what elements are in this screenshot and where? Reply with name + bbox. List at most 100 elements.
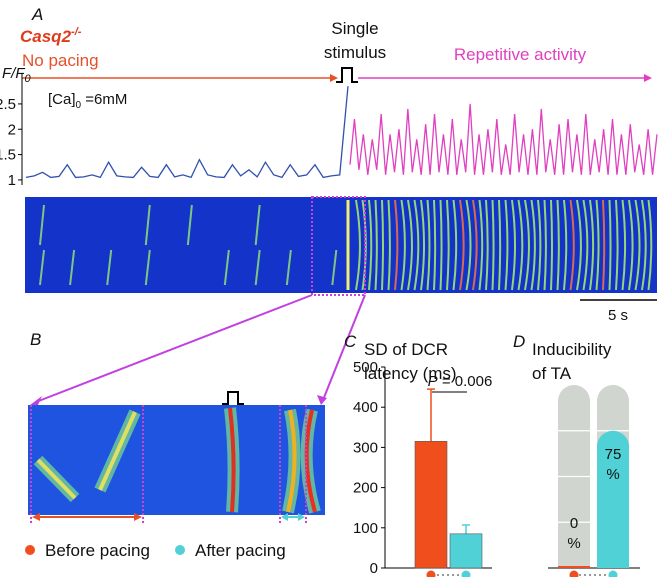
category-marker [569, 570, 579, 580]
phase-label: Repetitive activity [454, 45, 587, 64]
streak [304, 409, 317, 513]
genotype-superscript: -/- [71, 26, 82, 38]
arrow-head [298, 513, 305, 521]
category-marker [461, 570, 471, 580]
y-tick-label: 100 [353, 520, 378, 537]
streak [595, 199, 600, 291]
streak [517, 199, 524, 291]
arrow-head [317, 395, 327, 405]
streak [647, 199, 653, 291]
genotype: Casq2-/- [20, 26, 82, 46]
arrow-head [330, 74, 338, 82]
streak [589, 199, 595, 291]
value-label: 75 [605, 446, 622, 463]
pill-chart: D Inducibility of TA 0% 75% [513, 332, 640, 580]
panel-label: A [31, 5, 43, 24]
trace-line [25, 86, 349, 179]
streak [413, 199, 420, 291]
arrow-head [281, 513, 288, 521]
streak [530, 199, 536, 291]
streak [420, 199, 426, 291]
streak [582, 199, 589, 291]
streak [543, 199, 547, 291]
chart-title: SD of DCR [364, 340, 448, 359]
legend-label: Before pacing [45, 541, 150, 560]
y-tick-label: 1.5 [0, 147, 16, 164]
streak [374, 199, 378, 291]
streak [485, 199, 489, 291]
streak [472, 199, 478, 291]
stimulus-label: stimulus [324, 43, 386, 62]
annotation-p: P [428, 373, 438, 390]
category-marker [426, 570, 436, 580]
y-tick-label: 200 [353, 480, 378, 497]
streak [407, 199, 413, 291]
streak [608, 199, 612, 291]
linescan-image [25, 197, 657, 293]
legend-label: After pacing [195, 541, 286, 560]
zoom-line [35, 294, 313, 403]
streak [254, 204, 261, 246]
streak [69, 249, 76, 286]
legend-marker [25, 545, 35, 555]
y-tick-label: 400 [353, 399, 378, 416]
y-tick-label: 2.5 [0, 96, 16, 113]
streak [286, 409, 297, 513]
y-tick-label: 500 [353, 359, 378, 376]
y-tick-label: 1 [8, 172, 16, 189]
streak [452, 199, 458, 291]
chart-title: of TA [532, 364, 572, 383]
streak [228, 407, 236, 513]
legend-marker [175, 545, 185, 555]
annotation-sub: 0 [76, 100, 82, 111]
streak [628, 199, 634, 291]
pill-fill [597, 430, 629, 568]
streak [426, 199, 431, 291]
streak [439, 199, 443, 291]
annotation-value: = 0.006 [438, 373, 493, 390]
streak [186, 204, 193, 246]
streak [537, 199, 542, 291]
y-axis-label: F/F0 [2, 65, 32, 85]
streak [504, 199, 509, 291]
zoom-box [311, 196, 366, 296]
category-marker [608, 570, 618, 580]
streak [569, 199, 575, 291]
arrow-head [30, 396, 42, 405]
streak [550, 199, 554, 291]
value-label: % [606, 466, 619, 483]
linescan-streaks [33, 407, 321, 514]
genotype-name: Casq2 [20, 27, 72, 46]
streak [634, 199, 641, 291]
panel-label: B [30, 330, 41, 349]
streak [355, 199, 361, 291]
bar-chart: C SD of DCR latency (ms) 0 100 200 300 400 500 P … [344, 332, 493, 580]
annotation-part: [Ca] [48, 91, 76, 108]
panel-label: C [344, 332, 357, 351]
streak [285, 249, 292, 286]
annotation-part: =6mM [81, 91, 127, 108]
legend: Before pacing After pacing [25, 541, 286, 560]
value-label: 0 [570, 515, 578, 532]
streak [465, 199, 472, 291]
annotation: [Ca]0 =6mM [48, 91, 127, 111]
streak [556, 199, 560, 291]
streak [459, 199, 465, 291]
streak [491, 199, 495, 291]
streak [387, 199, 391, 291]
annotation: P = 0.006 [428, 373, 493, 390]
value-label: % [567, 535, 580, 552]
streak [524, 199, 530, 291]
streak [331, 249, 338, 286]
window-markers [30, 405, 307, 525]
y-tick-label: 0 [370, 560, 378, 577]
streak [478, 199, 484, 291]
y-axis-label-sub: 0 [25, 73, 32, 85]
streak [381, 199, 385, 291]
streak [144, 249, 151, 286]
streak [446, 199, 450, 291]
chart-title: Inducibility [532, 340, 612, 359]
streak [511, 199, 517, 291]
streak [223, 249, 230, 286]
